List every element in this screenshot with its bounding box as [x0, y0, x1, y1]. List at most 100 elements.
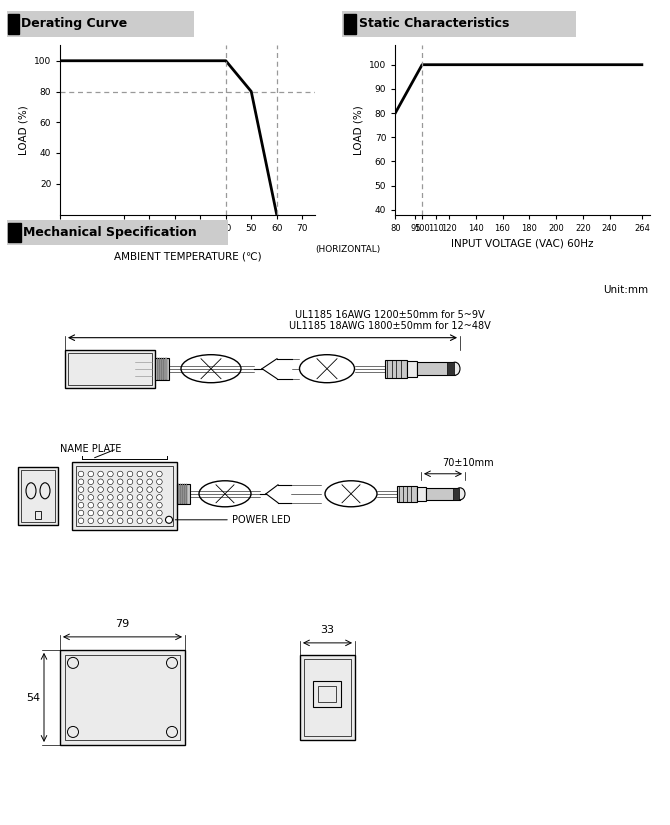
Circle shape — [117, 502, 123, 508]
Bar — [72, 462, 177, 530]
Bar — [318, 686, 336, 702]
Circle shape — [137, 518, 143, 524]
Y-axis label: LOAD (%): LOAD (%) — [19, 105, 28, 155]
Text: 33: 33 — [320, 625, 334, 635]
Circle shape — [88, 502, 94, 508]
X-axis label: INPUT VOLTAGE (VAC) 60Hz: INPUT VOLTAGE (VAC) 60Hz — [452, 238, 594, 248]
Bar — [304, 659, 351, 736]
Bar — [35, 511, 41, 519]
Bar — [184, 483, 185, 504]
Circle shape — [157, 518, 162, 524]
Circle shape — [78, 494, 84, 500]
Circle shape — [147, 471, 152, 477]
Circle shape — [108, 479, 113, 484]
Circle shape — [117, 518, 123, 524]
Bar — [9, 224, 21, 242]
Bar — [417, 487, 426, 501]
Bar — [447, 361, 454, 375]
Text: (HORIZONTAL): (HORIZONTAL) — [315, 245, 380, 254]
Bar — [313, 681, 341, 707]
Circle shape — [98, 479, 103, 484]
Circle shape — [98, 510, 103, 516]
Bar — [21, 469, 55, 521]
Circle shape — [88, 510, 94, 516]
Text: UL1185 18AWG 1800±50mm for 12~48V: UL1185 18AWG 1800±50mm for 12~48V — [289, 321, 491, 331]
Circle shape — [147, 518, 152, 524]
Bar — [426, 488, 460, 500]
Circle shape — [88, 471, 94, 477]
Bar — [407, 361, 417, 377]
Circle shape — [108, 502, 113, 508]
Circle shape — [78, 502, 84, 508]
Bar — [159, 358, 160, 380]
Circle shape — [108, 471, 113, 477]
Circle shape — [147, 510, 152, 516]
Circle shape — [98, 487, 103, 493]
Circle shape — [98, 471, 103, 477]
Circle shape — [127, 487, 133, 493]
Circle shape — [78, 479, 84, 484]
Circle shape — [117, 479, 123, 484]
Y-axis label: LOAD (%): LOAD (%) — [354, 105, 363, 155]
Circle shape — [157, 479, 162, 484]
Circle shape — [78, 518, 84, 524]
Bar — [417, 361, 455, 375]
Bar — [8, 14, 19, 34]
Circle shape — [127, 479, 133, 484]
Bar — [186, 483, 187, 504]
Text: UL1185 16AWG 1200±50mm for 5~9V: UL1185 16AWG 1200±50mm for 5~9V — [295, 309, 485, 319]
Circle shape — [157, 471, 162, 477]
Circle shape — [78, 487, 84, 493]
Circle shape — [127, 510, 133, 516]
Text: NAME PLATE: NAME PLATE — [60, 444, 121, 454]
Circle shape — [137, 487, 143, 493]
Circle shape — [137, 494, 143, 500]
Circle shape — [117, 494, 123, 500]
Bar — [182, 483, 183, 504]
Circle shape — [88, 487, 94, 493]
Circle shape — [147, 494, 152, 500]
Circle shape — [117, 471, 123, 477]
Text: 70±10mm: 70±10mm — [442, 458, 494, 468]
Bar — [344, 14, 356, 34]
Text: 54: 54 — [26, 693, 40, 703]
Circle shape — [137, 502, 143, 508]
Ellipse shape — [450, 362, 460, 375]
Ellipse shape — [455, 488, 465, 500]
Circle shape — [98, 502, 103, 508]
Bar — [65, 350, 155, 388]
Circle shape — [147, 487, 152, 493]
Text: Derating Curve: Derating Curve — [21, 17, 127, 31]
Bar — [155, 358, 169, 380]
Circle shape — [157, 510, 162, 516]
Circle shape — [88, 518, 94, 524]
Bar — [18, 467, 58, 525]
Bar — [65, 655, 180, 740]
Circle shape — [127, 494, 133, 500]
Text: POWER LED: POWER LED — [232, 515, 291, 525]
Circle shape — [108, 510, 113, 516]
Bar — [163, 358, 164, 380]
Circle shape — [78, 471, 84, 477]
Circle shape — [117, 510, 123, 516]
Bar — [76, 466, 173, 526]
Circle shape — [157, 502, 162, 508]
Bar — [177, 483, 190, 504]
Circle shape — [127, 471, 133, 477]
Circle shape — [78, 510, 84, 516]
Text: Static Characteristics: Static Characteristics — [359, 17, 510, 31]
Bar — [68, 353, 152, 384]
Bar — [385, 360, 407, 378]
Bar — [300, 655, 355, 740]
X-axis label: AMBIENT TEMPERATURE (℃): AMBIENT TEMPERATURE (℃) — [114, 252, 261, 262]
Text: Mechanical Specification: Mechanical Specification — [23, 226, 197, 239]
Circle shape — [98, 494, 103, 500]
Text: Unit:mm: Unit:mm — [603, 285, 648, 295]
Text: 79: 79 — [115, 619, 129, 629]
Bar — [161, 358, 162, 380]
Circle shape — [147, 502, 152, 508]
Bar — [397, 486, 417, 502]
Bar — [165, 358, 167, 380]
Circle shape — [147, 479, 152, 484]
Circle shape — [88, 494, 94, 500]
